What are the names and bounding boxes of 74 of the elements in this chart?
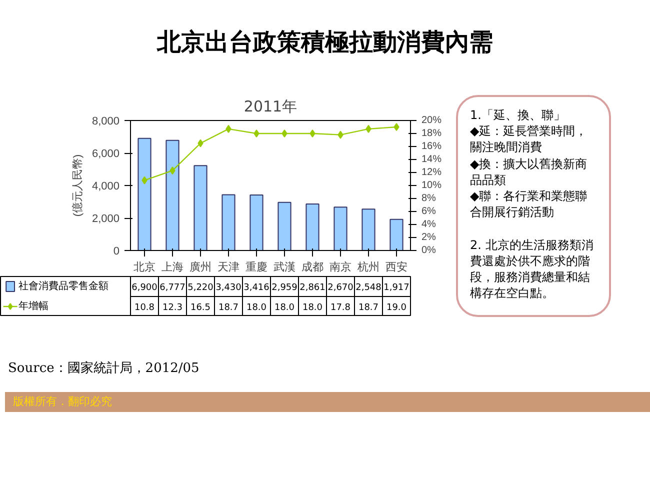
bar <box>390 218 404 250</box>
bar <box>222 194 236 250</box>
y-tick-label: 0 <box>113 246 120 258</box>
bar <box>334 206 348 250</box>
data-label: 19.0 <box>386 303 407 313</box>
bar <box>194 165 208 250</box>
x-tick-label: 上海 <box>162 260 184 274</box>
data-label: 2,861 <box>300 283 326 293</box>
point <box>366 124 372 133</box>
data-label: 3,416 <box>244 283 270 293</box>
data-label: 6,900 <box>132 283 158 293</box>
y2-tick-label: 2% <box>422 232 436 243</box>
text: 1.「延、換、聯」 ◆延：延長營業時間，關注晚間消費 ◆換：擴大以舊換新商品品類 ◆聯：各行業和業態聯合開展行銷活動 2. 北京的生活服務類消費還處於供不應求的階段，服務消費總量和結構存在空白點。 <box>470 108 594 300</box>
chart-title: 北京出台政策積極拉動消費內需 <box>156 26 494 58</box>
legend-label: 社會消費品零售金額 <box>18 280 109 292</box>
x-tick-label: 重慶 <box>246 260 268 274</box>
point <box>282 130 288 138</box>
point <box>338 130 344 139</box>
data-label: 2,548 <box>356 283 382 293</box>
point <box>254 130 260 138</box>
y2-tick-label: 8% <box>422 193 436 204</box>
x-tick-label: 南京 <box>330 260 352 274</box>
bar <box>306 204 320 250</box>
y2-tick-label: 4% <box>422 219 436 230</box>
y2-tick-label: 20% <box>422 115 442 126</box>
y-tick-label: 8,000 <box>92 116 120 128</box>
x-tick-label: 廣州 <box>190 260 212 274</box>
point <box>226 124 232 133</box>
y2-tick-label: 10% <box>422 180 442 191</box>
y2-tick-label: 16% <box>422 141 442 152</box>
y2-tick-label: 12% <box>422 167 442 178</box>
y2-tick-label: 18% <box>422 128 442 139</box>
data-label: 18.0 <box>302 303 323 313</box>
x-tick-label: 西安 <box>386 260 408 274</box>
data-label: 16.5 <box>190 303 211 313</box>
point <box>142 176 148 184</box>
data-label: 18.0 <box>246 303 267 313</box>
data-label: 10.8 <box>134 303 155 313</box>
point <box>394 123 400 131</box>
bar <box>278 202 292 250</box>
data-label: 17.8 <box>330 303 351 313</box>
chart-subtitle: 2011年 <box>244 98 298 116</box>
y-tick-label: 6,000 <box>92 148 120 160</box>
data-label: 3,430 <box>216 283 242 293</box>
data-label: 18.7 <box>358 303 379 313</box>
bar <box>138 138 152 250</box>
x-tick-label: 成都 <box>302 260 324 274</box>
y2-tick-label: 0% <box>422 245 436 256</box>
data-label: 6,777 <box>160 283 186 293</box>
data-label: 12.3 <box>162 303 183 313</box>
x-tick-label: 天津 <box>218 260 240 274</box>
bar <box>362 208 376 250</box>
y2-tick-label: 14% <box>422 154 442 165</box>
y-axis-title: (億元人民幣) <box>70 154 84 217</box>
data-label: 1,917 <box>384 283 410 293</box>
data-label: 2,959 <box>272 283 298 293</box>
point <box>310 130 316 138</box>
legend-label: 年增幅 <box>18 300 49 312</box>
text: 版權所有．翻印必究 <box>5 392 650 412</box>
x-tick-label: 杭州 <box>356 260 380 274</box>
bar <box>166 140 180 250</box>
data-label: 2,670 <box>328 283 354 293</box>
y-tick-label: 2,000 <box>92 213 120 225</box>
source-note: Source：國家統計局，2012/05 <box>8 360 200 378</box>
x-tick-label: 北京 <box>134 260 156 274</box>
bar <box>250 194 264 250</box>
y-tick-label: 4,000 <box>92 180 120 192</box>
data-label: 18.7 <box>218 303 239 313</box>
data-label: 18.0 <box>274 303 295 313</box>
x-tick-label: 武漢 <box>274 260 296 274</box>
point <box>170 166 176 175</box>
data-label: 5,220 <box>188 283 214 293</box>
y2-tick-label: 6% <box>422 206 436 217</box>
point <box>198 139 204 148</box>
